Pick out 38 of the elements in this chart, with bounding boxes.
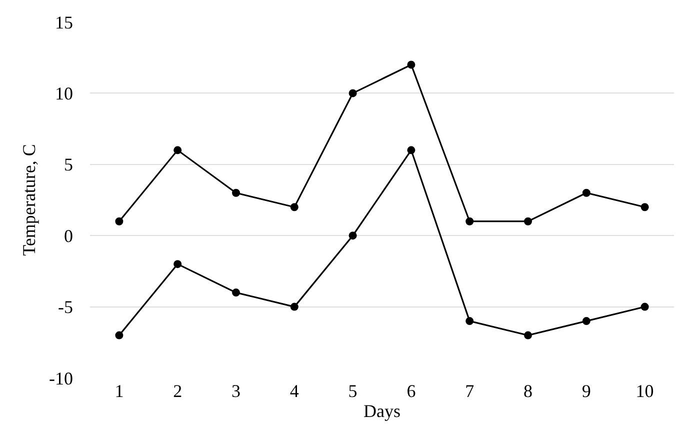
x-tick-label: 2 xyxy=(173,381,182,401)
point xyxy=(290,203,298,212)
point xyxy=(582,317,590,326)
point xyxy=(115,217,124,226)
x-axis-title: Days xyxy=(364,401,400,422)
point xyxy=(115,331,124,340)
x-tick-label: 3 xyxy=(232,381,240,401)
y-tick-label: -10 xyxy=(49,368,73,388)
point xyxy=(290,302,298,311)
point xyxy=(232,288,240,297)
x-tick-label: 7 xyxy=(465,381,474,401)
x-tick-label: 1 xyxy=(114,381,124,401)
y-axis-title: Temperature, C xyxy=(19,144,40,256)
y-tick-label: 5 xyxy=(64,154,73,175)
x-tick-label: 4 xyxy=(290,381,299,401)
point xyxy=(174,260,182,268)
point xyxy=(466,317,474,326)
point xyxy=(524,331,532,340)
point xyxy=(640,302,649,311)
point xyxy=(466,217,474,226)
point xyxy=(407,60,416,69)
y-tick-label: 10 xyxy=(55,84,73,104)
point xyxy=(640,203,649,212)
point xyxy=(174,146,182,154)
point xyxy=(524,217,532,226)
x-tick-label: 8 xyxy=(524,381,532,401)
point xyxy=(407,146,416,154)
point xyxy=(348,89,357,98)
x-tick-label: 9 xyxy=(582,381,591,401)
y-tick-label: 0 xyxy=(64,226,73,246)
x-tick-label: 5 xyxy=(348,381,358,401)
y-tick-label: -5 xyxy=(58,297,73,318)
x-tick-label: 6 xyxy=(406,381,416,401)
point xyxy=(582,188,590,197)
x-tick-label: 10 xyxy=(636,381,654,401)
y-tick-label: 15 xyxy=(55,12,73,32)
point xyxy=(348,232,357,240)
point xyxy=(232,188,240,197)
